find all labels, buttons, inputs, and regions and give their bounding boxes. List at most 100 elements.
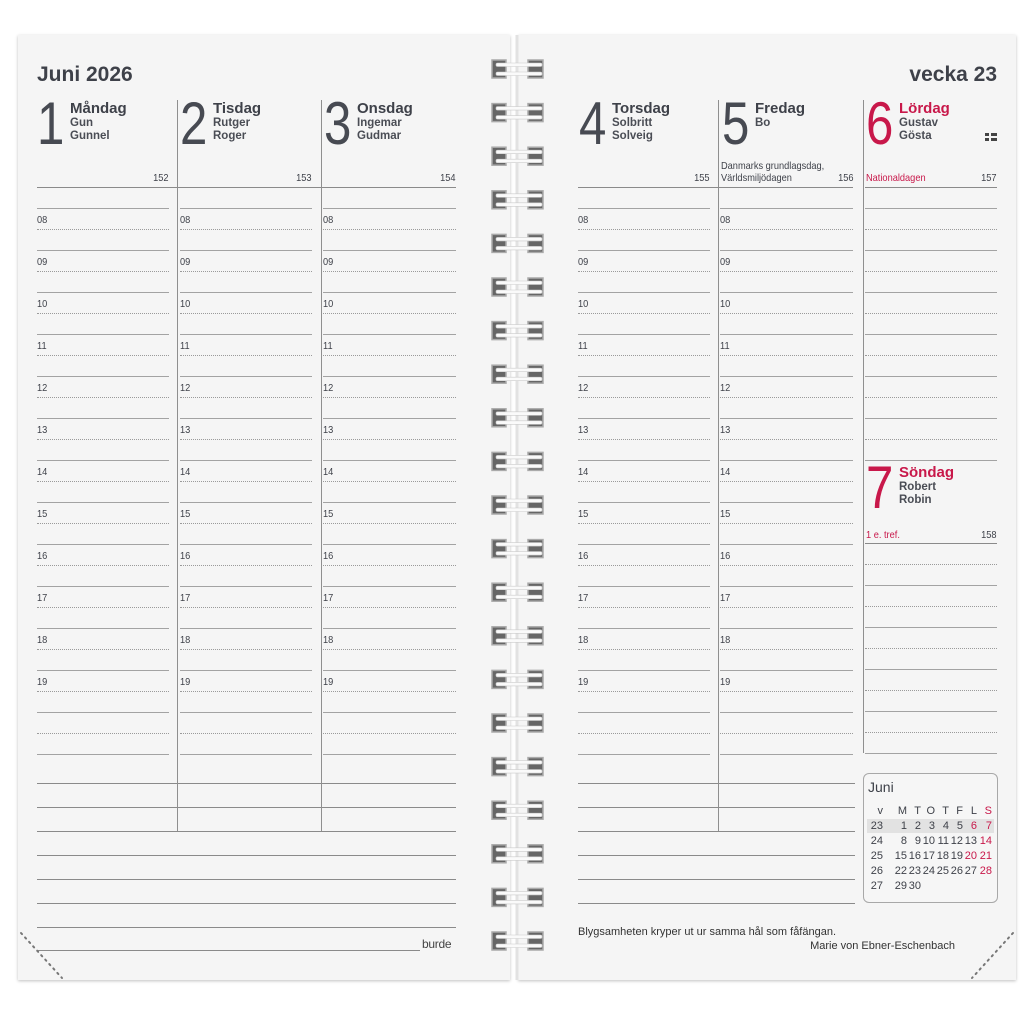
hour-label: 19	[720, 676, 731, 688]
calendar-day[interactable]: 25	[936, 865, 949, 877]
calendar-day[interactable]: 21	[979, 850, 992, 862]
calendar-day[interactable]: 5	[956, 820, 963, 832]
ruled-line	[865, 669, 997, 670]
ruled-line	[37, 903, 456, 904]
calendar-day[interactable]: 3	[928, 820, 935, 832]
brand-logo: burde	[422, 937, 452, 951]
hour-label: 17	[720, 592, 731, 604]
spiral-ring	[491, 800, 544, 820]
dotted-line	[180, 313, 312, 314]
calendar-day[interactable]: 17	[922, 850, 935, 862]
nameday: Gustav	[899, 117, 938, 129]
ruled-line	[37, 334, 169, 335]
ruled-line	[323, 754, 456, 755]
calendar-day[interactable]: 28	[979, 865, 992, 877]
hour-label: 15	[720, 508, 731, 520]
dotted-line	[37, 397, 169, 398]
calendar-day[interactable]: 20	[964, 850, 977, 862]
calendar-day[interactable]: 12	[950, 835, 963, 847]
hour-label: 19	[578, 676, 589, 688]
calendar-day[interactable]: 15	[894, 850, 907, 862]
column-divider	[321, 100, 322, 831]
calendar-day[interactable]: 14	[979, 835, 992, 847]
spiral-ring	[491, 582, 544, 602]
nameday: Rutger	[213, 117, 251, 129]
hour-label: 15	[180, 508, 191, 520]
ruled-line	[180, 712, 312, 713]
dotted-line	[720, 607, 853, 608]
dotted-line	[578, 439, 710, 440]
dotted-line	[37, 271, 169, 272]
spiral-ring	[491, 756, 544, 777]
spiral-ring	[491, 320, 544, 341]
ruled-line	[578, 712, 710, 713]
ruled-line	[578, 376, 710, 377]
ruled-line	[865, 250, 997, 251]
day-of-year: 153	[296, 172, 312, 184]
weekday-header: M	[897, 805, 907, 817]
dotted-line	[865, 397, 997, 398]
hour-label: 08	[323, 214, 334, 226]
ruled-line	[323, 418, 456, 419]
dotted-line	[37, 691, 169, 692]
hour-label: 09	[323, 256, 334, 268]
ruled-line	[37, 927, 456, 928]
dotted-line	[37, 523, 169, 524]
day-number: 4	[579, 90, 607, 157]
hour-label: 11	[37, 340, 47, 352]
hour-label: 13	[578, 424, 589, 436]
dotted-line	[720, 523, 853, 524]
dotted-line	[578, 565, 710, 566]
ruled-line	[578, 502, 710, 503]
weekday-header: T	[914, 805, 921, 817]
hour-label: 12	[180, 382, 191, 394]
calendar-day[interactable]: 26	[950, 865, 963, 877]
ruled-line	[865, 208, 997, 209]
calendar-day[interactable]: 11	[937, 835, 949, 847]
calendar-day[interactable]: 4	[942, 820, 949, 832]
dotted-line	[865, 355, 997, 356]
calendar-day[interactable]: 30	[908, 880, 921, 892]
nameday: Gudmar	[357, 130, 402, 142]
day-number: 5	[722, 90, 750, 157]
dotted-line	[865, 229, 997, 230]
weekday-header: T	[942, 805, 949, 817]
day-name: Torsdag	[612, 100, 671, 117]
ruled-line	[720, 754, 853, 755]
calendar-day[interactable]: 18	[936, 850, 949, 862]
calendar-day[interactable]: 13	[964, 835, 977, 847]
weekday-header: O	[926, 805, 935, 817]
ruled-line	[37, 460, 169, 461]
hour-label: 19	[180, 676, 191, 688]
hour-label: 08	[180, 214, 191, 226]
dotted-line	[323, 607, 456, 608]
calendar-day[interactable]: 23	[908, 865, 921, 877]
calendar-day[interactable]: 8	[900, 835, 907, 847]
calendar-day[interactable]: 29	[894, 880, 907, 892]
calendar-day[interactable]: 2	[914, 820, 921, 832]
dotted-line	[323, 271, 456, 272]
calendar-day[interactable]: 1	[900, 820, 907, 832]
calendar-day[interactable]: 22	[894, 865, 907, 877]
ruled-line	[720, 208, 853, 209]
week-number: 24	[870, 835, 883, 847]
hour-label: 14	[180, 466, 191, 478]
calendar-day[interactable]: 6	[970, 820, 977, 832]
ruled-line	[37, 418, 169, 419]
ruled-line	[37, 950, 420, 951]
calendar-day[interactable]: 10	[922, 835, 935, 847]
calendar-day[interactable]: 27	[964, 865, 977, 877]
calendar-day[interactable]: 24	[922, 865, 935, 877]
ruled-line	[720, 670, 853, 671]
calendar-day[interactable]: 9	[914, 835, 921, 847]
calendar-day[interactable]: 19	[950, 850, 963, 862]
ruled-line	[323, 334, 456, 335]
ruled-line	[37, 187, 456, 188]
ruled-line	[720, 712, 853, 713]
hour-label: 08	[578, 214, 589, 226]
mini-calendar-week: 23 1 2 3 4 5 6 7	[867, 819, 994, 833]
ruled-line	[180, 628, 312, 629]
calendar-day[interactable]: 16	[908, 850, 921, 862]
calendar-day[interactable]: 7	[985, 820, 992, 832]
spiral-ring	[491, 538, 544, 559]
